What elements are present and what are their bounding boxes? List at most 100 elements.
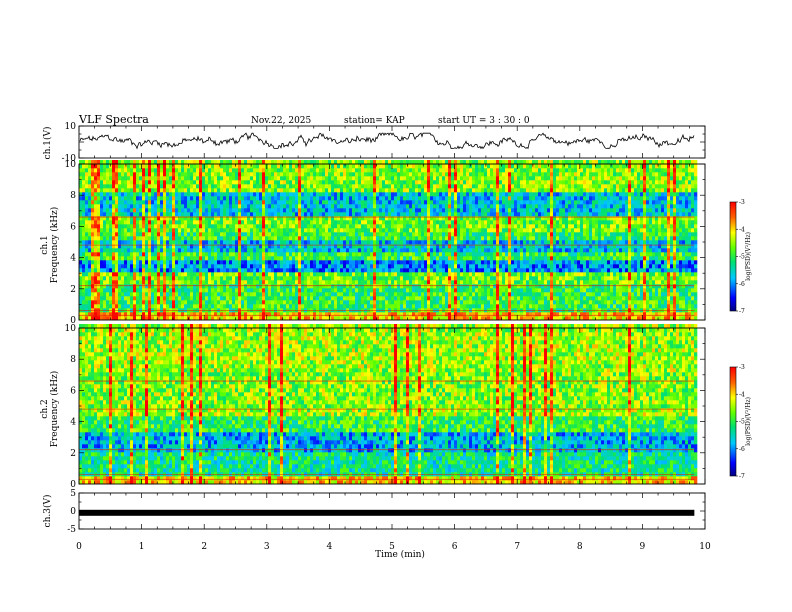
ch1-spec-cell <box>664 300 668 305</box>
ch1-spec-cell <box>256 276 260 281</box>
ch1-spec-cell <box>172 280 176 285</box>
ch1-spec-cell <box>235 296 239 301</box>
ch1-spec-cell <box>91 228 95 233</box>
ch1-spec-cell <box>157 260 161 265</box>
ch1-spec-cell <box>610 276 614 281</box>
ch1-spec-cell <box>601 236 605 241</box>
ch1-spec-cell <box>649 284 653 289</box>
ch1-spec-cell <box>211 280 215 285</box>
ch1-spec-cell <box>376 240 380 245</box>
ch1-spec-cell <box>643 240 647 245</box>
ch1-spec-cell <box>622 304 626 309</box>
ch1-spec-cell <box>439 304 443 309</box>
ch1-spec-cell <box>100 272 104 277</box>
ch1-spec-cell <box>481 260 485 265</box>
ch1-spec-cell <box>604 288 608 293</box>
ch1-spec-cell <box>604 280 608 285</box>
ch1-spec-cell <box>430 232 434 237</box>
ch1-spec-cell <box>103 244 107 249</box>
ch1-spec-cell <box>445 252 449 257</box>
ch1-spec-cell <box>406 228 410 233</box>
ch1-spec-cell <box>520 276 524 281</box>
ch1-spec-cell <box>436 256 440 261</box>
ch1-spec-cell <box>595 272 599 277</box>
ch1-spec-cell <box>589 296 593 301</box>
ch1-spec-cell <box>601 288 605 293</box>
ch1-spec-cell <box>94 304 98 309</box>
ch1-spec-cell <box>541 280 545 285</box>
ch1-spec-cell <box>184 280 188 285</box>
ch1-spec-cell <box>169 284 173 289</box>
ch1-spec-cell <box>514 272 518 277</box>
ch1-spec-cell <box>562 244 566 249</box>
ch1-spec-cell <box>238 288 242 293</box>
ch1-spec-cell <box>574 284 578 289</box>
ch1-spec-cell <box>379 256 383 261</box>
ch1-spec-cell <box>526 248 530 253</box>
ch1-spec-cell <box>586 312 590 317</box>
ch1-spec-cell <box>343 280 347 285</box>
ch1-spec-cell <box>256 288 260 293</box>
ch1-spec-cell <box>265 256 269 261</box>
ch1-spec-cell <box>649 316 653 321</box>
ch1-spec-cell <box>259 228 263 233</box>
ch1-spec-cell <box>613 228 617 233</box>
ch1-spec-cell <box>613 300 617 305</box>
ch1-spec-cell <box>235 248 239 253</box>
ch1-spec-cell <box>592 252 596 257</box>
ch1-spec-cell <box>205 280 209 285</box>
ch1-spec-cell <box>88 280 92 285</box>
ch1-spec-cell <box>547 304 551 309</box>
ch1-spec-cell <box>82 304 86 309</box>
ch1-spec-cell <box>319 308 323 313</box>
ch1-spec-cell <box>640 240 644 245</box>
ch1-spec-cell <box>349 284 353 289</box>
ch1-spec-cell <box>328 288 332 293</box>
ch1-spec-cell <box>310 236 314 241</box>
ch1-spec-cell <box>397 308 401 313</box>
ch1-spec-cell <box>226 260 230 265</box>
ch1-spec-cell <box>637 268 641 273</box>
ch1-spec-cell <box>685 272 689 277</box>
ch1-spec-cell <box>106 268 110 273</box>
ch1-spec-cell <box>409 252 413 257</box>
ch1-spec-cell <box>301 304 305 309</box>
ch1-spec-cell <box>364 264 368 269</box>
ch1-spec-cell <box>403 272 407 277</box>
ch1-spec-cell <box>610 280 614 285</box>
ch1-spec-cell <box>463 236 467 241</box>
ch1-spec-cell <box>649 240 653 245</box>
ch1-spec-cell <box>127 280 131 285</box>
ch1-spec-cell <box>364 240 368 245</box>
ch1-spec-cell <box>613 292 617 297</box>
ch1-spec-cell <box>448 232 452 237</box>
ch1-spec-cell <box>325 300 329 305</box>
ch1-spec-cell <box>658 272 662 277</box>
ch1-spec-cell <box>220 236 224 241</box>
ch1-spec-cell <box>217 276 221 281</box>
ch1-spec-cell <box>622 288 626 293</box>
ch1-spec-cell <box>196 312 200 317</box>
ch1-spec-cell <box>352 272 356 277</box>
ch1-spec-cell <box>430 316 434 321</box>
ch1-spec-cell <box>355 308 359 313</box>
ch1-spec-cell <box>169 248 173 253</box>
ch1-spec-cell <box>622 232 626 237</box>
ch1-spec-cell <box>253 312 257 317</box>
ch1-spec-cell <box>670 268 674 273</box>
ch1-spec-cell <box>583 252 587 257</box>
ch1-spec-cell <box>607 312 611 317</box>
ch1-spec-cell <box>151 316 155 321</box>
ch1-spec-cell <box>196 224 200 229</box>
ch1-spec-cell <box>403 292 407 297</box>
ch1-spec-cell <box>250 272 254 277</box>
ch1-spec-cell <box>307 252 311 257</box>
ch1-spec-cell <box>109 268 113 273</box>
ch1-spec-cell <box>118 272 122 277</box>
ch1-spec-cell <box>340 288 344 293</box>
ch1-spec-cell <box>277 272 281 277</box>
ch1-spec-cell <box>112 232 116 237</box>
ch1-spec-cell <box>358 280 362 285</box>
ch1-spec-cell <box>493 236 497 241</box>
ch1-spec-cell <box>262 304 266 309</box>
